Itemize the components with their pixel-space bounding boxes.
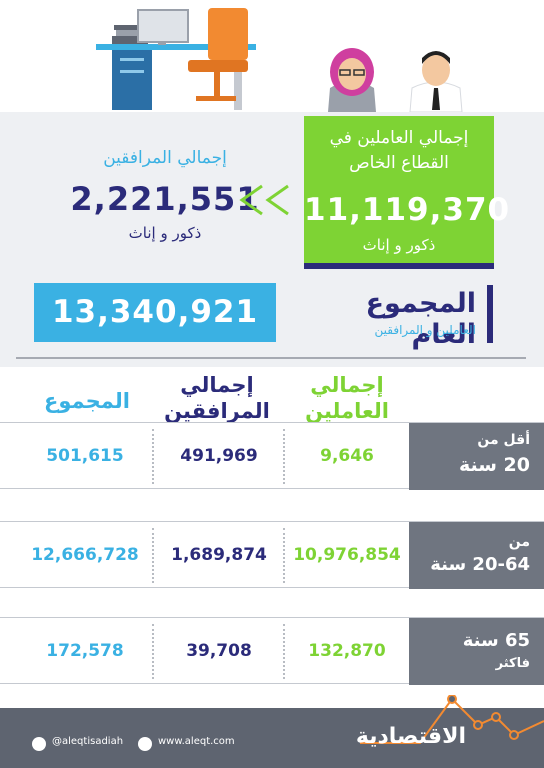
- column-divider: [283, 429, 285, 484]
- twitter-handle[interactable]: @aleqtisadiah: [52, 736, 124, 747]
- column-divider: [283, 624, 285, 679]
- row-label-line2: 20 سنة: [458, 454, 530, 476]
- workers-box: إجمالي العاملين في القطاع الخاص 11,119,3…: [304, 116, 511, 269]
- row-label: من 20-64 سنة: [409, 522, 544, 589]
- cell-total: 12,666,728: [31, 545, 139, 565]
- dependents-value: 2,221,551: [70, 180, 260, 218]
- dependents-title: إجمالي المرافقين: [103, 148, 227, 168]
- footer: [0, 708, 544, 768]
- brand-logo: الاقتصادية: [355, 724, 466, 749]
- cell-dependents: 1,689,874: [171, 545, 267, 565]
- column-divider: [283, 528, 285, 583]
- row-label: 65 سنة فاكثر: [409, 618, 544, 685]
- grand-total-subtitle: العاملين و المرافقين: [374, 323, 476, 337]
- cell-dependents: 39,708: [186, 641, 252, 661]
- cell-total: 172,578: [46, 641, 124, 661]
- trend-line-icon: [360, 695, 544, 744]
- workers-subtitle: ذكور و إناث: [362, 236, 436, 254]
- column-divider: [152, 624, 154, 679]
- column-divider: [152, 528, 154, 583]
- cell-workers: 10,976,854: [293, 545, 401, 565]
- website-link[interactable]: www.aleqt.com: [158, 736, 235, 747]
- header-workers: إجمالي العاملين: [305, 373, 389, 423]
- table-row: 172,578 39,708 132,870 65 سنة فاكثر: [0, 617, 544, 685]
- row-label-line1: أقل من: [477, 432, 530, 448]
- globe-icon: [138, 737, 152, 751]
- row-label-line1: 65 سنة: [462, 630, 530, 651]
- row-label: أقل من 20 سنة: [409, 423, 544, 490]
- column-divider: [152, 429, 154, 484]
- accent-bar: [487, 285, 493, 343]
- table-row: 12,666,728 1,689,874 10,976,854 من 20-64…: [0, 521, 544, 589]
- cell-dependents: 491,969: [180, 446, 258, 466]
- header-dependents: إجمالي المرافقين: [164, 373, 270, 423]
- table-row: 501,615 491,969 9,646 أقل من 20 سنة: [0, 422, 544, 490]
- workers-value: 11,119,370: [304, 192, 511, 228]
- row-label-line1: من: [508, 534, 530, 550]
- dependents-subtitle: ذكور و إناث: [128, 224, 202, 242]
- row-label-line2: 20-64 سنة: [430, 554, 530, 575]
- office-illustration: [0, 0, 544, 112]
- double-chevron-left-icon: [239, 184, 289, 216]
- header-total: المجموع: [44, 389, 130, 413]
- twitter-icon: [32, 737, 46, 751]
- cell-workers: 132,870: [308, 641, 386, 661]
- cell-total: 501,615: [46, 446, 124, 466]
- workers-title: إجمالي العاملين في القطاع الخاص: [329, 128, 469, 173]
- grand-total-value: 13,340,921: [34, 283, 276, 342]
- divider: [16, 357, 526, 359]
- grand-total-title: المجموع العام: [365, 288, 476, 350]
- row-label-line2: فاكثر: [495, 656, 530, 671]
- cell-workers: 9,646: [320, 446, 374, 466]
